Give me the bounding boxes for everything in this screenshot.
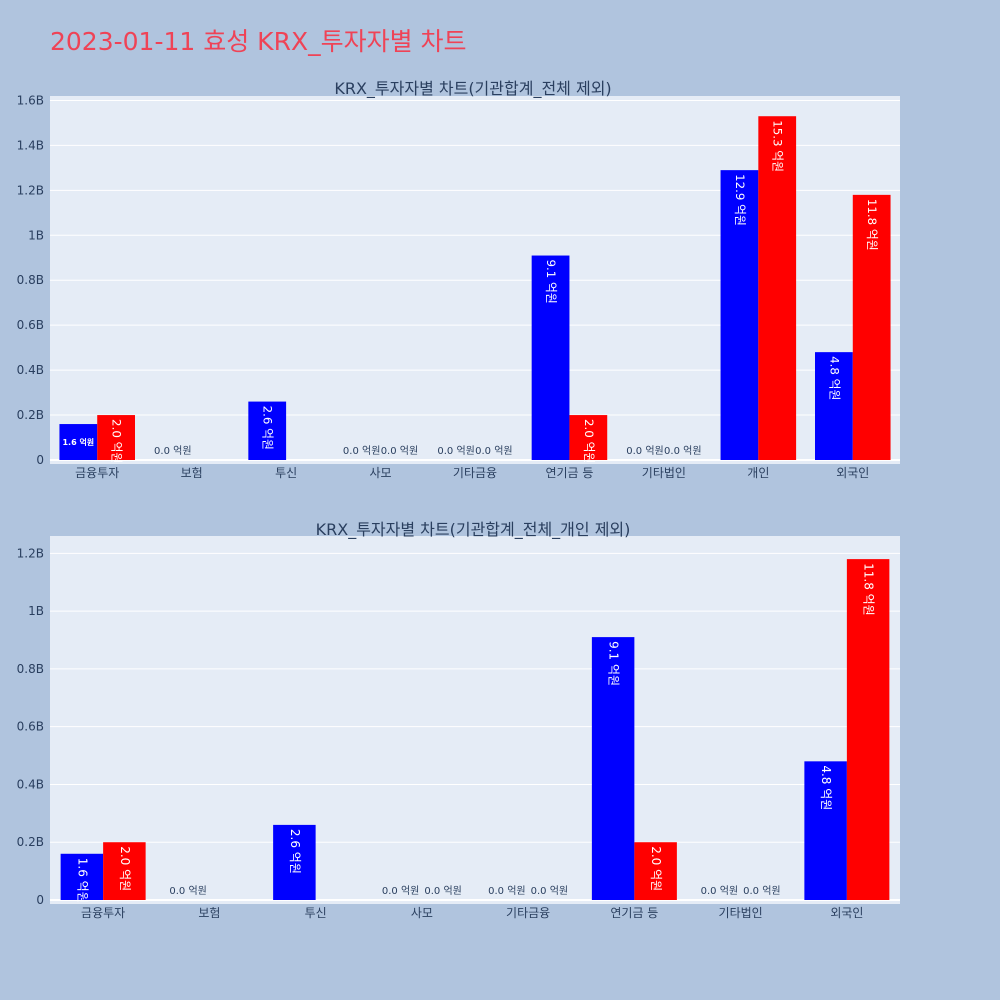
y-tick-label: 1B xyxy=(28,604,44,618)
bar-data-label: 15.3 억원 xyxy=(771,120,785,172)
bar xyxy=(103,842,146,900)
y-tick-label: 0.8B xyxy=(17,662,44,676)
y-tick-label: 1B xyxy=(28,228,44,242)
y-tick-label: 1.2B xyxy=(17,183,44,197)
bar-data-label: 11.8 억원 xyxy=(862,563,876,616)
bar-data-label: 0.0 억원 xyxy=(475,445,512,457)
x-tick-label: 기타법인 xyxy=(719,906,763,920)
chart-2: 0 0.2B 0.4B 0.6B 0.8B 1B 1.2B KRX_투자자별 차트(기관합계_… xyxy=(17,520,900,920)
bar-data-label: 0.0 억원 xyxy=(343,445,380,457)
y-tick-label: 0.2B xyxy=(17,835,44,849)
bar-data-label: 2.0 억원 xyxy=(582,419,596,463)
bar xyxy=(720,170,759,461)
bar-data-label: 0.0 억원 xyxy=(424,885,461,897)
bar-data-label: 0.0 억원 xyxy=(488,885,525,897)
bar-data-label: 0.0 억원 xyxy=(382,885,419,897)
x-tick-label: 기타법인 xyxy=(642,466,686,480)
bar-data-label: 0.0 억원 xyxy=(169,885,206,897)
bar-data-label: 2.0 억원 xyxy=(118,846,132,891)
bar xyxy=(758,116,797,460)
bar xyxy=(59,424,98,460)
y-tick-label: 1.2B xyxy=(17,546,44,560)
bar xyxy=(591,637,635,900)
bar xyxy=(248,401,287,460)
bar xyxy=(60,853,104,900)
x-tick-label: 사모 xyxy=(411,906,433,920)
x-tick-label: 연기금 등 xyxy=(610,906,658,920)
bar-data-label: 2.0 억원 xyxy=(110,419,124,463)
bar-data-label: 0.0 억원 xyxy=(743,885,780,897)
bar-data-label: 0.0 억원 xyxy=(664,445,701,457)
bar-data-label: 4.8 억원 xyxy=(819,765,833,810)
x-tick-label: 투신 xyxy=(305,906,327,920)
plot-area xyxy=(50,536,900,904)
page-title: 2023-01-11 효성 KRX_투자자별 차트 xyxy=(50,27,467,56)
chart-1: 0 0.2B 0.4B 0.6B 0.8B 1B 1.2B 1.4B 1.6B KRX_투자자별 … xyxy=(17,79,900,480)
bar xyxy=(804,761,847,900)
x-tick-label: 기타금융 xyxy=(453,466,497,480)
y-tick-label: 1.4B xyxy=(17,138,44,152)
bar-data-label: 0.0 억원 xyxy=(626,445,663,457)
bar xyxy=(273,824,316,900)
bar-data-label: 4.8 억원 xyxy=(827,356,841,400)
y-tick-label: 0.4B xyxy=(17,363,44,377)
x-tick-label: 연기금 등 xyxy=(545,466,593,480)
bar-data-label: 2.0 억원 xyxy=(649,846,663,891)
y-tick-label: 0 xyxy=(36,893,44,907)
bar xyxy=(815,352,853,460)
bar-data-label: 1.6 억원 xyxy=(62,437,94,447)
x-tick-label: 외국인 xyxy=(836,466,869,480)
x-tick-label: 기타금융 xyxy=(506,906,550,920)
y-tick-label: 0.8B xyxy=(17,273,44,287)
y-tick-label: 0 xyxy=(36,453,44,467)
bar-data-label: 0.0 억원 xyxy=(531,885,568,897)
bar xyxy=(97,415,135,460)
bar-data-label: 12.9 억원 xyxy=(733,174,747,226)
x-tick-label: 개인 xyxy=(747,466,769,480)
x-tick-label: 금융투자 xyxy=(81,906,125,920)
y-tick-label: 1.6B xyxy=(17,93,44,107)
x-tick-label: 금융투자 xyxy=(75,466,119,480)
x-tick-label: 투신 xyxy=(275,466,297,480)
x-tick-label: 보험 xyxy=(181,466,203,480)
bar xyxy=(846,559,890,900)
bar xyxy=(531,255,570,460)
x-tick-label: 사모 xyxy=(370,466,392,480)
bar-data-label: 0.0 억원 xyxy=(437,445,474,457)
y-tick-label: 0.4B xyxy=(17,777,44,791)
x-tick-label: 외국인 xyxy=(830,906,863,920)
bar-data-label: 2.6 억원 xyxy=(261,406,275,450)
y-tick-label: 0.6B xyxy=(17,318,44,332)
bar xyxy=(569,415,608,460)
y-tick-label: 0.6B xyxy=(17,720,44,734)
bar-data-label: 1.6 억원 xyxy=(75,858,89,903)
bar-data-label: 0.0 억원 xyxy=(154,445,191,457)
bar-data-label: 0.0 억원 xyxy=(381,445,418,457)
bar-data-label: 9.1 억원 xyxy=(544,260,558,304)
chart-title: KRX_투자자별 차트(기관합계_전체 제외) xyxy=(334,79,611,99)
bar-data-label: 11.8 억원 xyxy=(865,199,879,251)
bar-data-label: 9.1 억원 xyxy=(607,641,621,686)
bar xyxy=(852,194,891,460)
bar xyxy=(634,842,677,900)
bar-data-label: 2.6 억원 xyxy=(288,829,302,874)
x-tick-label: 보험 xyxy=(198,906,220,920)
chart-title: KRX_투자자별 차트(기관합계_전체_개인 제외) xyxy=(316,520,631,540)
y-tick-label: 0.2B xyxy=(17,408,44,422)
bar-data-label: 0.0 억원 xyxy=(701,885,738,897)
